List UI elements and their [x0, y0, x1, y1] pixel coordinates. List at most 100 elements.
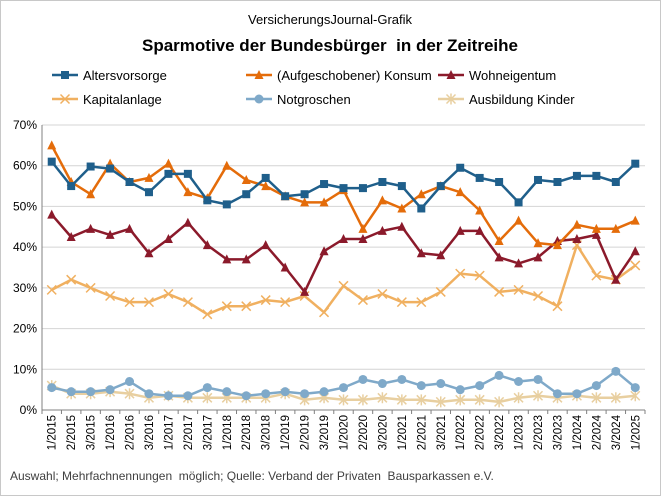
data-point-wohneigentum [358, 234, 368, 243]
data-point-notgroschen [514, 377, 524, 386]
data-point-notgroschen [455, 385, 465, 395]
data-point-aufgeschobener-konsum [86, 189, 96, 199]
x-tick-label: 3/2019 [319, 415, 331, 450]
data-point-altersvorsorge [183, 169, 192, 178]
data-point-kapitalanlage [532, 290, 544, 302]
data-point-notgroschen [319, 387, 329, 397]
data-point-altersvorsorge [514, 198, 523, 207]
data-point-altersvorsorge [86, 162, 95, 171]
data-point-altersvorsorge [125, 178, 134, 186]
data-point-kapitalanlage [474, 270, 485, 281]
x-axis: 1/2015 2/2015 3/2015 1/2016 2/2016 3/2016 1/20… [41, 409, 646, 450]
data-point-wohneigentum [514, 258, 524, 268]
legend-item-notgroschen: Notgroschen [246, 92, 351, 107]
data-point-kapitalanlage [396, 297, 407, 308]
x-tick-label: 2/2018 [241, 415, 253, 450]
data-point-altersvorsorge [631, 159, 640, 168]
data-point-notgroschen [300, 389, 310, 399]
legend-label: Kapitalanlage [83, 92, 162, 107]
data-point-altersvorsorge [456, 163, 465, 172]
data-point-altersvorsorge [106, 164, 115, 173]
data-point-wohneigentum [377, 225, 387, 235]
x-tick-label: 2/2021 [416, 415, 428, 450]
legend-item-wohneigentum: Wohneigentum [438, 68, 556, 83]
data-point-kapitalanlage [143, 297, 155, 308]
data-point-kapitalanlage [552, 301, 563, 312]
data-point-wohneigentum [241, 254, 251, 264]
x-tick-label: 1/2023 [514, 415, 526, 450]
data-point-aufgeschobener-konsum [163, 158, 173, 168]
data-point-wohneigentum [591, 229, 601, 239]
series-line-kapitalanlage [51, 243, 637, 316]
data-point-aufgeschobener-konsum [377, 195, 387, 205]
data-point-kapitalanlage [435, 286, 446, 297]
data-point-kapitalanlage [260, 295, 271, 306]
data-point-ausbildung-kinder [591, 392, 602, 404]
data-point-altersvorsorge [222, 200, 231, 209]
legend-item-aufgeschobener-konsum: (Aufgeschobener) Konsum [246, 68, 432, 83]
data-point-aufgeschobener-konsum [514, 215, 524, 225]
data-point-wohneigentum [630, 246, 640, 256]
x-tick-label: 1/2016 [105, 415, 117, 450]
data-point-altersvorsorge [417, 204, 426, 213]
data-point-ausbildung-kinder [396, 394, 407, 406]
data-point-aufgeschobener-konsum [183, 187, 193, 197]
data-point-notgroschen [339, 383, 348, 393]
data-point-kapitalanlage [105, 290, 116, 302]
data-point-altersvorsorge [261, 173, 270, 182]
y-tick-label: 0% [20, 403, 38, 417]
data-point-altersvorsorge [339, 184, 348, 193]
legend-item-altersvorsorge: Altersvorsorge [52, 68, 167, 83]
data-point-notgroschen [494, 370, 504, 380]
data-point-altersvorsorge [572, 171, 581, 180]
data-point-aufgeschobener-konsum [241, 174, 251, 184]
data-point-altersvorsorge [203, 196, 212, 205]
series-line-aufgeschobener-konsum [50, 144, 636, 247]
data-point-wohneigentum [144, 248, 154, 258]
legend-label: (Aufgeschobener) Konsum [277, 68, 432, 83]
series-line-wohneigentum [50, 213, 637, 294]
data-point-notgroschen [572, 389, 582, 399]
data-point-wohneigentum [494, 252, 504, 262]
data-point-notgroschen [552, 389, 562, 399]
data-point-kapitalanlage [319, 307, 330, 318]
legend-label: Notgroschen [277, 92, 351, 107]
data-point-kapitalanlage [124, 297, 135, 308]
y-tick-label: 20% [13, 322, 37, 336]
x-tick-label: 3/2022 [494, 415, 506, 450]
data-point-notgroschen [222, 387, 232, 397]
x-tick-label: 2/2022 [475, 415, 487, 450]
data-point-wohneigentum [66, 231, 76, 241]
data-point-notgroschen [202, 383, 212, 393]
data-point-ausbildung-kinder [455, 394, 466, 406]
data-point-altersvorsorge [358, 184, 367, 193]
data-point-wohneigentum [475, 225, 485, 235]
x-tick-label: 3/2015 [86, 415, 98, 450]
data-point-notgroschen [591, 381, 601, 391]
y-tick-label: 10% [13, 362, 37, 376]
data-point-ausbildung-kinder [357, 394, 368, 406]
y-axis: 0% 10% 20% 30% 40% 50% 60% 70% [13, 118, 43, 417]
data-point-notgroschen [436, 379, 446, 389]
y-gridlines [42, 124, 645, 411]
x-tick-label: 1/2022 [455, 415, 467, 450]
data-point-wohneigentum [319, 246, 329, 256]
legend-marker [59, 93, 71, 105]
source-label: VersicherungsJournal-Grafik [248, 12, 413, 27]
data-point-kapitalanlage [377, 288, 388, 299]
data-point-notgroschen [397, 374, 407, 384]
series-wohneigentum [47, 209, 640, 296]
data-point-aufgeschobener-konsum [47, 140, 57, 150]
x-tick-label: 3/2023 [552, 415, 564, 450]
x-tick-label: 1/2020 [339, 415, 351, 450]
data-point-aufgeschobener-konsum [261, 181, 271, 191]
x-tick-label: 1/2015 [47, 415, 59, 450]
data-point-aufgeschobener-konsum [494, 236, 504, 246]
data-point-altersvorsorge [436, 182, 445, 191]
data-point-altersvorsorge [67, 182, 76, 191]
x-tick-label: 1/2024 [572, 414, 584, 450]
data-point-wohneigentum [611, 274, 621, 284]
data-point-aufgeschobener-konsum [591, 223, 601, 233]
x-tick-label: 1/2025 [630, 415, 642, 450]
data-point-aufgeschobener-konsum [455, 187, 465, 197]
